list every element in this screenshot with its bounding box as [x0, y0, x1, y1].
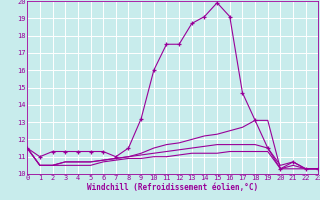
X-axis label: Windchill (Refroidissement éolien,°C): Windchill (Refroidissement éolien,°C)	[87, 183, 258, 192]
